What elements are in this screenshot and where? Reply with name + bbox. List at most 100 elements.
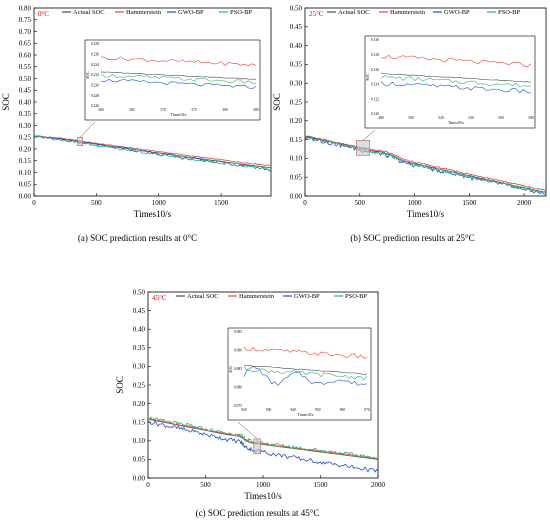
y-tick-label: 0.35: [19, 110, 32, 118]
legend-label: PSO-BP: [345, 293, 367, 300]
chart-a-svg: 0.00 0.05 0.10 0.15 0.20 0.25 0.30 0.35 0.40 0.45…: [1, 4, 272, 219]
y-tick-label: 0.40: [290, 42, 303, 50]
inset-y-tick-label: 0.080: [234, 386, 242, 390]
inset-x-tick-label: 950: [315, 408, 321, 412]
y-tick-label: 0.40: [19, 98, 32, 106]
temperature-label: 25°C: [309, 10, 324, 18]
y-tick-label: 0.15: [290, 136, 303, 144]
inset-y-tick-label: 0.120: [371, 112, 379, 116]
series-line-hammerstein: [305, 135, 546, 191]
legend-label: Actual SOC: [338, 9, 370, 16]
x-tick-label: 1500: [214, 199, 229, 207]
y-tick-label: 0.70: [19, 28, 32, 36]
y-tick-label: 0.25: [290, 98, 303, 106]
zoom-region-marker: [77, 136, 83, 147]
inset-y-tick-label: 0.226: [91, 104, 99, 108]
inset-series-line-hammerstein: [380, 54, 532, 68]
inset-series-line-gwo-bp: [100, 78, 257, 90]
inset-series-line-actual-soc: [380, 72, 532, 83]
inset-x-tick-label: 370: [160, 108, 166, 112]
inset-x-tick-label: 940: [291, 408, 297, 412]
y-tick-label: 0.65: [19, 40, 32, 48]
x-tick-label: 500: [91, 199, 102, 207]
chart-panel-b: 0.00 0.05 0.10 0.15 0.20 0.25 0.30 0.35 0.40 0.45…: [272, 0, 550, 228]
inset-series-line-pso-bp: [380, 75, 532, 88]
x-tick-label: 1000: [256, 481, 271, 489]
y-axis-label: SOC: [115, 376, 125, 394]
inset-y-tick-label: 0.232: [91, 73, 99, 77]
inset-x-tick-label: 920: [241, 408, 247, 412]
y-tick-label: 0.50: [290, 4, 303, 12]
temperature-label: 45°C: [152, 294, 167, 302]
inset-x-tick-label: 385: [253, 108, 259, 112]
y-tick-label: 0.25: [19, 134, 32, 142]
inset-y-tick-label: 0.238: [91, 42, 99, 46]
y-tick-label: 0.50: [133, 288, 146, 296]
y-tick-label: 0.00: [19, 192, 32, 200]
x-tick-label: 1000: [152, 199, 167, 207]
y-tick-label: 0.30: [290, 80, 303, 88]
y-tick-label: 0.45: [19, 87, 32, 95]
zoom-connector: [362, 129, 376, 141]
inset-x-tick-label: 360: [98, 108, 104, 112]
inset-x-tick-label: 520: [438, 116, 444, 120]
inset-y-tick-label: 0.236: [91, 53, 99, 57]
legend-label: Hammerstein: [126, 9, 162, 16]
chart-panel-a: 0.00 0.05 0.10 0.15 0.20 0.25 0.30 0.35 0.40 0.45…: [0, 0, 275, 228]
inset-series-line-actual-soc: [243, 365, 368, 375]
inset-y-tick-label: 0.228: [91, 94, 99, 98]
y-tick-label: 0.05: [133, 456, 146, 464]
y-tick-label: 0.20: [290, 117, 303, 125]
x-tick-label: 2000: [517, 199, 532, 207]
zoom-region-marker: [356, 140, 370, 156]
y-tick-label: 0.00: [290, 192, 303, 200]
series-line-hammerstein: [34, 135, 271, 167]
inset-series-line-gwo-bp: [380, 81, 532, 94]
y-tick-label: 0.15: [19, 157, 32, 165]
inset-x-tick-label: 480: [378, 116, 384, 120]
y-axis-label: SOC: [272, 93, 282, 111]
inset-x-tick-label: 960: [340, 408, 346, 412]
legend-label: PSO-BP: [230, 9, 252, 16]
y-tick-label: 0.15: [133, 419, 146, 427]
inset-y-tick-label: 0.234: [91, 63, 99, 67]
inset-y-label: SOC: [229, 365, 233, 373]
legend-label: Actual SOC: [187, 293, 219, 300]
inset-y-tick-label: 0.090: [234, 349, 242, 353]
y-tick-label: 0.55: [19, 63, 32, 71]
inset-y-tick-label: 0.122: [371, 97, 379, 101]
y-tick-label: 0.35: [133, 344, 146, 352]
caption-b: (b) SOC prediction results at 25°C: [350, 233, 475, 243]
legend-label: Actual SOC: [73, 9, 105, 16]
inset-series-line-actual-soc: [100, 71, 256, 80]
y-tick-label: 0.00: [133, 474, 146, 482]
x-axis-label: Times10/s: [244, 491, 282, 501]
inset-y-label: SOC: [86, 71, 90, 79]
inset-x-label: Times10/s: [448, 121, 464, 125]
inset-series-line-gwo-bp: [243, 365, 368, 386]
inset-x-tick-label: 580: [528, 116, 534, 120]
inset-x-tick-label: 560: [498, 116, 504, 120]
x-tick-label: 500: [200, 481, 211, 489]
inset-frame: [227, 327, 372, 421]
inset-x-tick-label: 365: [129, 108, 135, 112]
inset-y-tick-label: 0.126: [371, 68, 379, 72]
y-tick-label: 0.45: [290, 23, 303, 31]
y-tick-label: 0.75: [19, 16, 32, 24]
inset-x-tick-label: 540: [468, 116, 474, 120]
chart-b-svg: 0.00 0.05 0.10 0.15 0.20 0.25 0.30 0.35 0.40 0.45…: [272, 4, 547, 219]
series-line-pso-bp: [34, 135, 271, 172]
caption-a: (a) SOC prediction results at 0°C: [77, 233, 198, 243]
inset-series-line-hammerstein: [243, 346, 368, 359]
x-axis-label: Times10/s: [407, 209, 445, 219]
chart-c-svg: 0.00 0.05 0.10 0.15 0.20 0.25 0.30 0.35 0.40 0.45…: [115, 288, 386, 501]
inset-y-tick-label: 0.095: [234, 330, 242, 334]
y-tick-label: 0.10: [133, 437, 146, 445]
inset-series-line-pso-bp: [100, 73, 257, 84]
y-tick-label: 0.40: [133, 326, 146, 334]
temperature-label: 0°C: [38, 10, 49, 18]
caption-c: (c) SOC prediction results at 45°C: [195, 508, 320, 518]
x-tick-label: 1500: [462, 199, 477, 207]
x-tick-label: 2000: [371, 481, 386, 489]
inset-y-tick-label: 0.128: [371, 53, 379, 57]
